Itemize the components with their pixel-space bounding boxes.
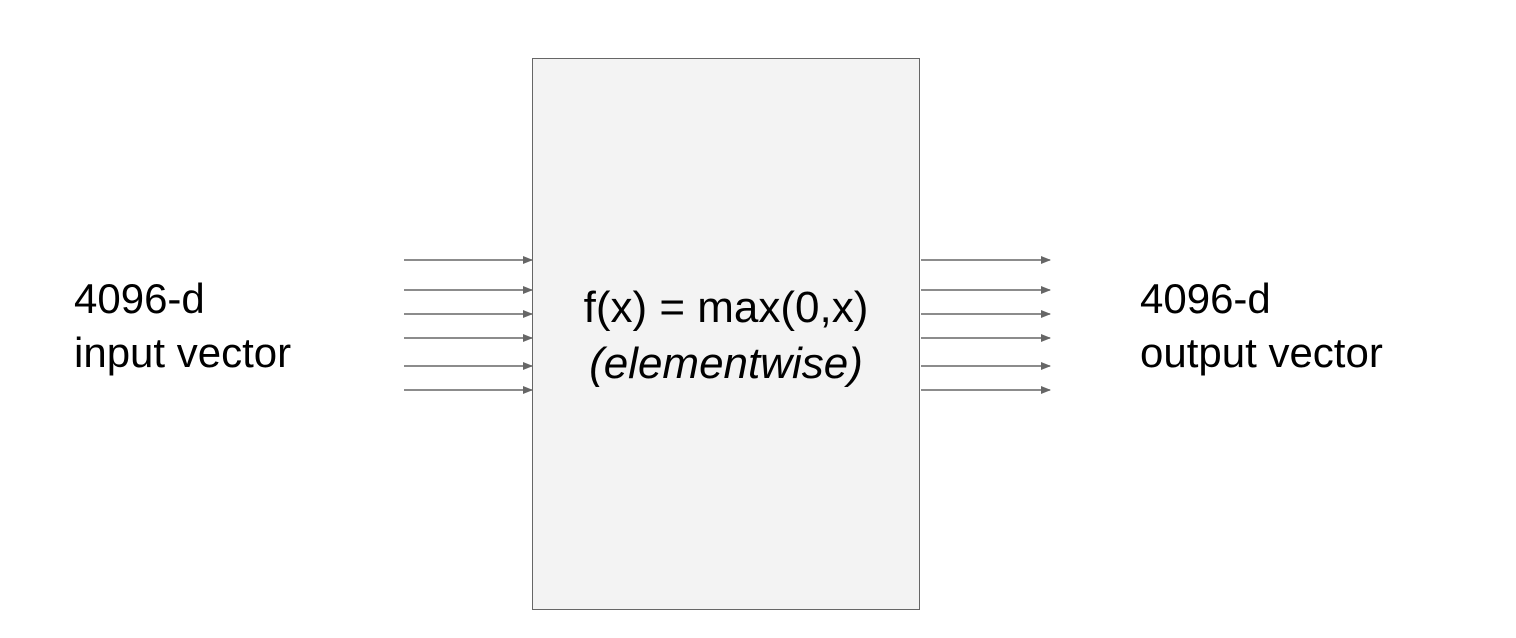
output-description: output vector [1140, 329, 1383, 376]
relu-elementwise-note: (elementwise) [589, 339, 863, 388]
relu-formula: f(x) = max(0,x) [583, 283, 869, 332]
relu-function-box [532, 58, 920, 610]
input-description: input vector [74, 329, 292, 376]
output-dimension: 4096-d [1140, 275, 1271, 322]
input-dimension: 4096-d [74, 275, 205, 322]
output-vector-label: 4096-d output vector [1140, 272, 1383, 380]
relu-box-text: f(x) = max(0,x) (elementwise) [532, 280, 920, 392]
input-vector-label: 4096-d input vector [74, 272, 291, 380]
output-arrows [921, 256, 1051, 394]
input-arrows [404, 256, 533, 394]
